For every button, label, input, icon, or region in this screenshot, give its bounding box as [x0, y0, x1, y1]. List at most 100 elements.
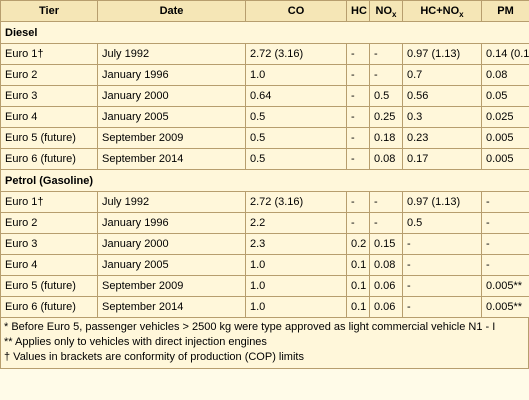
cell-nox: 0.25 [369, 106, 403, 128]
cell-hc: - [346, 212, 370, 234]
cell-date: January 1996 [97, 212, 246, 234]
cell-nox: 0.08 [369, 254, 403, 276]
cell-tier: Euro 1† [0, 191, 98, 213]
cell-co: 2.3 [245, 233, 347, 255]
cell-pm: 0.14 (0.18) [481, 43, 529, 65]
header-co: CO [245, 0, 347, 22]
cell-nox: - [369, 43, 403, 65]
section-title: Petrol (Gasoline) [0, 169, 529, 192]
cell-tier: Euro 2 [0, 212, 98, 234]
cell-tier: Euro 1† [0, 43, 98, 65]
table-row: Euro 2 January 1996 2.2- -0.5- [0, 212, 529, 234]
section-title: Diesel [0, 21, 529, 44]
cell-nox: - [369, 64, 403, 86]
header-tier: Tier [0, 0, 98, 22]
footnote-1: * Before Euro 5, passenger vehicles > 25… [4, 321, 496, 333]
cell-nox: 0.5 [369, 85, 403, 107]
cell-hc: - [346, 191, 370, 213]
table-row: Euro 1† July 1992 2.72 (3.16) - -0.97 (1.13)… [0, 43, 529, 65]
cell-pm: - [481, 212, 529, 234]
emission-standards-table: Tier Date CO HC NOx HC+NOx PM Diesel Euro… [0, 0, 529, 318]
cell-pm: 0.005** [481, 296, 529, 318]
cell-nox: 0.15 [369, 233, 403, 255]
cell-hc: - [346, 85, 370, 107]
cell-hc: - [346, 64, 370, 86]
cell-hcnox: 0.7 [402, 64, 482, 86]
cell-hc: - [346, 43, 370, 65]
cell-hc: - [346, 106, 370, 128]
cell-date: January 2000 [97, 233, 246, 255]
cell-date: January 2005 [97, 254, 246, 276]
cell-hc: 0.1 [346, 254, 370, 276]
cell-hcnox: - [402, 233, 482, 255]
cell-tier: Euro 6 (future) [0, 296, 98, 318]
cell-hcnox: 0.3 [402, 106, 482, 128]
header-date: Date [97, 0, 246, 22]
cell-hc: 0.1 [346, 296, 370, 318]
cell-hcnox: 0.23 [402, 127, 482, 149]
header-nox-main: NO [375, 5, 393, 17]
cell-hc: - [346, 148, 370, 170]
table-row: Euro 2 January 1996 1.0- -0.7 0.08 [0, 64, 529, 86]
cell-hcnox: - [402, 296, 482, 318]
cell-nox: - [369, 191, 403, 213]
cell-co: 0.5 [245, 106, 347, 128]
cell-tier: Euro 2 [0, 64, 98, 86]
cell-tier: Euro 6 (future) [0, 148, 98, 170]
cell-tier: Euro 3 [0, 85, 98, 107]
cell-co: 0.5 [245, 127, 347, 149]
cell-tier: Euro 5 (future) [0, 127, 98, 149]
table-row: Euro 3 January 2000 2.3 0.2 0.15- - [0, 233, 529, 255]
header-hc: HC [346, 0, 370, 22]
cell-pm: 0.005 [481, 148, 529, 170]
table-body: Diesel Euro 1† July 1992 2.72 (3.16) - -0.97 … [0, 21, 529, 318]
header-nox-sub: x [392, 10, 397, 20]
cell-hcnox: - [402, 254, 482, 276]
cell-date: September 2014 [97, 148, 246, 170]
cell-hcnox: 0.17 [402, 148, 482, 170]
cell-hcnox: 0.97 (1.13) [402, 43, 482, 65]
cell-hcnox: 0.5 [402, 212, 482, 234]
table-row: Euro 1† July 1992 2.72 (3.16) - -0.97 (1.13)… [0, 191, 529, 213]
cell-hcnox: - [402, 275, 482, 297]
header-hc-nox: HC+NOx [402, 0, 482, 22]
cell-hcnox: 0.56 [402, 85, 482, 107]
header-pm: PM [481, 0, 529, 22]
cell-date: September 2014 [97, 296, 246, 318]
cell-co: 2.2 [245, 212, 347, 234]
section-row: Petrol (Gasoline) [0, 169, 529, 192]
cell-co: 1.0 [245, 254, 347, 276]
table-row: Euro 5 (future) September 2009 1.0 0.1 0.06-… [0, 275, 529, 297]
cell-date: January 2000 [97, 85, 246, 107]
cell-pm: - [481, 233, 529, 255]
table-row: Euro 6 (future) September 2014 0.5-0.08 0.1… [0, 148, 529, 170]
header-hcnox-main: HC+NO [420, 5, 460, 17]
cell-pm: - [481, 191, 529, 213]
cell-pm: 0.05 [481, 85, 529, 107]
cell-co: 2.72 (3.16) [245, 191, 347, 213]
cell-hc: - [346, 127, 370, 149]
cell-tier: Euro 5 (future) [0, 275, 98, 297]
cell-pm: 0.08 [481, 64, 529, 86]
cell-co: 1.0 [245, 64, 347, 86]
cell-tier: Euro 4 [0, 106, 98, 128]
cell-date: July 1992 [97, 191, 246, 213]
section-row: Diesel [0, 21, 529, 44]
cell-pm: 0.025 [481, 106, 529, 128]
cell-nox: 0.06 [369, 275, 403, 297]
cell-co: 1.0 [245, 275, 347, 297]
footnotes: * Before Euro 5, passenger vehicles > 25… [0, 318, 529, 369]
cell-co: 1.0 [245, 296, 347, 318]
cell-nox: - [369, 212, 403, 234]
cell-date: September 2009 [97, 127, 246, 149]
cell-co: 0.5 [245, 148, 347, 170]
cell-co: 0.64 [245, 85, 347, 107]
cell-pm: 0.005 [481, 127, 529, 149]
table-row: Euro 4 January 2005 1.0 0.1 0.08- - [0, 254, 529, 276]
cell-pm: 0.005** [481, 275, 529, 297]
header-nox: NOx [369, 0, 403, 22]
table-row: Euro 4 January 2005 0.5-0.25 0.3 0.025 [0, 106, 529, 128]
cell-hc: 0.1 [346, 275, 370, 297]
cell-hc: 0.2 [346, 233, 370, 255]
cell-nox: 0.18 [369, 127, 403, 149]
